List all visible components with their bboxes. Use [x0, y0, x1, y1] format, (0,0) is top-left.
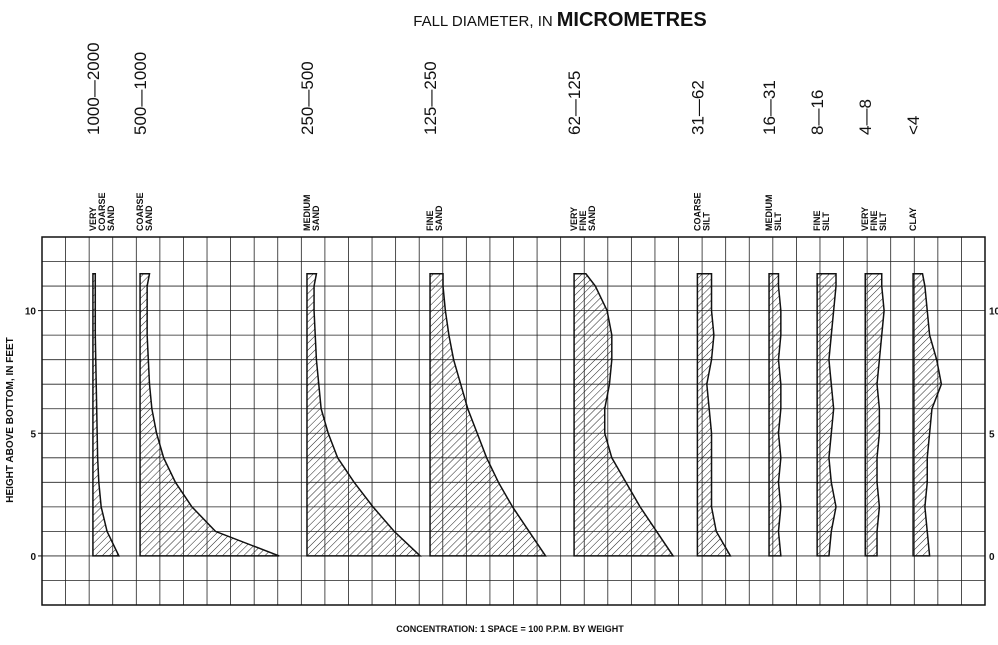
- profile: [816, 273, 837, 557]
- y-tick-label-right: 10: [989, 307, 998, 318]
- class-label: FINE: [578, 210, 588, 231]
- class-label: COARSE: [97, 192, 107, 231]
- title-part: FALL DIAMETER, IN: [413, 13, 552, 30]
- size-label: 31—62: [688, 80, 707, 135]
- class-label: SILT: [701, 212, 711, 231]
- size-label: 1000—2000: [84, 42, 103, 135]
- class-label: SAND: [311, 205, 321, 231]
- y-tick-label: 10: [25, 307, 37, 318]
- class-label: VERY: [860, 207, 870, 231]
- class-label: VERY: [569, 207, 579, 231]
- y-tick-label-right: 5: [989, 429, 995, 440]
- class-label: SAND: [434, 205, 444, 231]
- profile: [768, 273, 782, 557]
- class-label: FINE: [812, 210, 822, 231]
- y-tick-label-right: 0: [989, 552, 995, 563]
- profile: [306, 273, 423, 557]
- class-label: SILT: [821, 212, 831, 231]
- class-label: SILT: [773, 212, 783, 231]
- size-label: 250—500: [298, 61, 317, 135]
- size-label: 500—1000: [131, 52, 150, 135]
- class-label: COARSE: [692, 192, 702, 231]
- class-label: CLAY: [908, 207, 918, 231]
- profile: [139, 273, 280, 557]
- class-label: SAND: [144, 205, 154, 231]
- profile: [92, 273, 121, 557]
- chart-title: FALL DIAMETER, IN MICROMETRES: [413, 9, 706, 31]
- size-label: <4: [904, 116, 923, 135]
- profile: [573, 273, 675, 557]
- profile: [696, 273, 732, 557]
- class-label: SAND: [106, 205, 116, 231]
- class-label: VERY: [88, 207, 98, 231]
- size-label: 16—31: [760, 80, 779, 135]
- class-label: FINE: [869, 210, 879, 231]
- y-tick-label: 5: [30, 429, 36, 440]
- title-part: MICROMETRES: [557, 9, 707, 31]
- y-axis-label: HEIGHT ABOVE BOTTOM, IN FEET: [5, 337, 16, 503]
- profile: [429, 273, 547, 557]
- size-label: 62—125: [565, 71, 584, 135]
- class-label: FINE: [425, 210, 435, 231]
- profile: [912, 273, 943, 557]
- size-label: 8—16: [808, 90, 827, 135]
- profile: [864, 273, 885, 557]
- x-axis-label: CONCENTRATION: 1 SPACE = 100 P.P.M. BY W…: [396, 624, 624, 634]
- y-tick-label: 0: [30, 552, 36, 563]
- class-label: SAND: [587, 205, 597, 231]
- size-label: 4—8: [856, 99, 875, 135]
- plot-frame: [41, 236, 986, 606]
- class-label: MEDIUM: [764, 195, 774, 232]
- class-label: MEDIUM: [302, 195, 312, 232]
- size-label: 125—250: [421, 61, 440, 135]
- class-label: COARSE: [135, 192, 145, 231]
- class-label: SILT: [878, 212, 888, 231]
